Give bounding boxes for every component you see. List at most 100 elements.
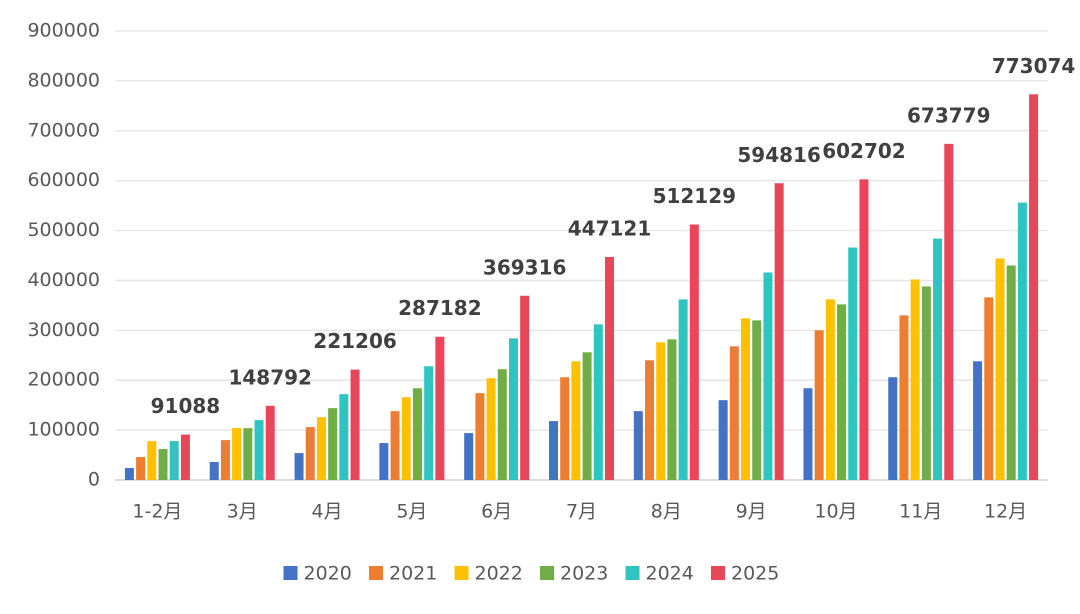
bar xyxy=(888,377,898,480)
bar xyxy=(752,320,762,480)
legend-swatch xyxy=(454,566,469,580)
bar xyxy=(633,411,643,480)
bar xyxy=(645,360,655,480)
legend-swatch xyxy=(625,566,640,580)
bar xyxy=(401,397,411,480)
y-tick-label: 800000 xyxy=(27,69,100,91)
legend-swatch xyxy=(540,566,554,580)
bar xyxy=(571,361,581,480)
bar xyxy=(424,366,434,480)
bar xyxy=(995,258,1005,480)
data-label: 148792 xyxy=(228,365,312,389)
legend-label: 2020 xyxy=(304,563,352,585)
legend-label: 2024 xyxy=(646,563,694,585)
bar xyxy=(605,256,614,480)
bar xyxy=(136,457,146,480)
data-label: 673779 xyxy=(907,103,991,127)
x-tick-label: 6月 xyxy=(481,501,512,523)
bar xyxy=(508,338,518,480)
bar xyxy=(220,440,230,480)
bar xyxy=(520,295,530,480)
bar xyxy=(147,441,157,480)
bar xyxy=(774,183,784,480)
legend-swatch xyxy=(711,566,725,580)
legend-label: 2022 xyxy=(475,563,523,585)
y-tick-label: 100000 xyxy=(27,419,100,441)
y-tick-label: 700000 xyxy=(27,119,100,141)
bar xyxy=(689,224,699,480)
bar xyxy=(582,352,592,480)
bar xyxy=(379,443,389,480)
bar xyxy=(497,369,507,480)
bar xyxy=(316,417,326,480)
bar xyxy=(435,336,445,480)
bar xyxy=(305,427,315,480)
bar xyxy=(1029,94,1039,481)
bar xyxy=(814,330,824,480)
y-tick-label: 600000 xyxy=(27,169,100,191)
bar xyxy=(899,315,909,480)
y-tick-label: 300000 xyxy=(27,319,100,341)
bar xyxy=(294,453,304,480)
bar xyxy=(741,318,751,480)
legend-label: 2025 xyxy=(731,563,779,585)
bar xyxy=(475,393,485,480)
bar xyxy=(158,449,168,480)
x-tick-label: 3月 xyxy=(227,501,258,523)
bar xyxy=(910,279,920,480)
data-label: 91088 xyxy=(151,394,221,418)
bar xyxy=(243,428,253,480)
data-label: 369316 xyxy=(483,255,567,279)
data-label: 512129 xyxy=(653,184,737,208)
y-tick-label: 900000 xyxy=(27,20,100,42)
bar xyxy=(656,342,666,480)
data-label: 602702 xyxy=(822,139,906,163)
x-tick-label: 4月 xyxy=(311,501,342,523)
bar xyxy=(729,346,739,480)
data-label: 447121 xyxy=(568,216,652,240)
x-tick-label: 10月 xyxy=(814,501,857,523)
bar xyxy=(973,361,983,480)
x-tick-label: 8月 xyxy=(651,501,682,523)
bar xyxy=(825,299,835,480)
data-label: 287182 xyxy=(398,296,482,320)
bar xyxy=(984,297,994,480)
legend-swatch xyxy=(283,566,298,580)
x-tick-label: 9月 xyxy=(736,501,767,523)
x-tick-label: 12月 xyxy=(984,501,1027,523)
bar xyxy=(933,238,943,480)
bar xyxy=(848,247,858,480)
bar xyxy=(921,286,931,480)
bar xyxy=(169,441,179,480)
y-tick-label: 0 xyxy=(88,469,100,491)
bar xyxy=(859,179,869,480)
bar xyxy=(339,394,349,480)
bar xyxy=(1017,202,1027,480)
bar xyxy=(180,434,190,480)
x-tick-label: 5月 xyxy=(396,501,427,523)
y-tick-label: 200000 xyxy=(27,369,100,391)
data-label: 221206 xyxy=(313,329,397,353)
bar xyxy=(763,272,773,480)
bar xyxy=(124,468,134,480)
x-tick-label: 11月 xyxy=(899,501,942,523)
bar xyxy=(209,462,219,480)
x-tick-label: 7月 xyxy=(566,501,597,523)
data-label: 773074 xyxy=(992,54,1076,78)
bar xyxy=(560,377,570,480)
bar xyxy=(944,143,954,481)
bar xyxy=(1006,265,1016,480)
bar xyxy=(718,400,728,480)
bar xyxy=(678,299,688,480)
bar xyxy=(350,369,360,480)
x-tick-label: 1-2月 xyxy=(132,501,182,523)
legend-label: 2023 xyxy=(560,563,608,585)
bar xyxy=(667,339,677,480)
bar xyxy=(254,420,264,480)
bar xyxy=(265,405,275,480)
bar xyxy=(390,411,400,480)
bar xyxy=(232,428,242,480)
bar xyxy=(412,388,422,480)
